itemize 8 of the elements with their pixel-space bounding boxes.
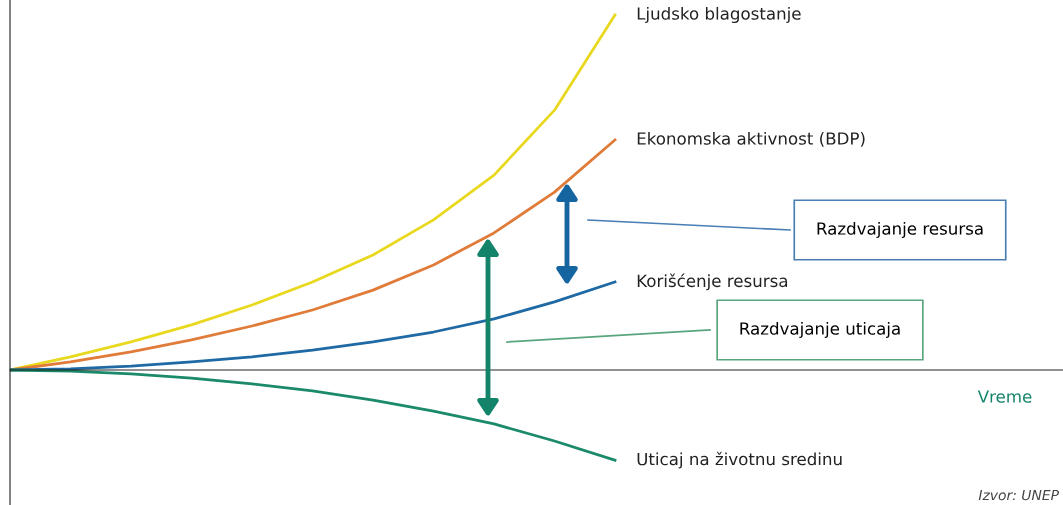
series-label: Uticaj na životnu sredinu [637,451,842,469]
series-label: Ekonomska aktivnost (BDP) [637,131,865,147]
text: Izvor: UNEP [978,489,1059,501]
text: Vreme [977,390,1032,403]
series-label: Ljudsko blagostanje [637,6,801,24]
series-label: Korišćenje resursa [637,273,788,291]
text: Razdvajanje uticaja [740,321,900,339]
text: Razdvajanje resursa [817,221,983,239]
